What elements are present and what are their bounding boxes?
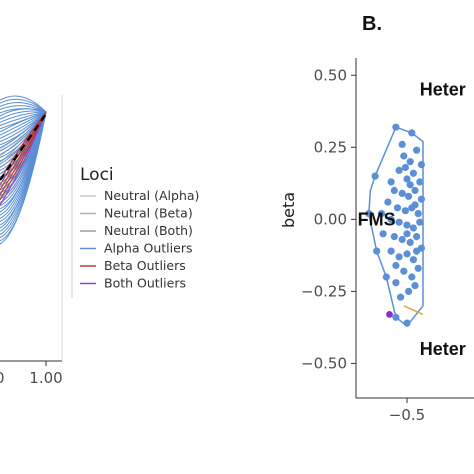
data-point [387,215,395,223]
data-point [403,319,411,327]
data-point [413,233,421,241]
data-point [401,163,409,172]
data-point [377,210,386,218]
scatter-plot [365,123,425,328]
data-point [411,282,419,290]
legend-label: Beta Outliers [104,258,186,273]
data-point [392,313,400,321]
legend-label: Neutral (Alpha) [104,188,199,203]
panel-a-x-tick-label-cut: 0 [0,369,5,387]
y-tick-label: 0.25 [314,138,347,156]
data-point [384,198,392,206]
data-point [398,235,406,244]
panel-a-reference-line [0,113,47,181]
data-point [411,201,419,209]
legend-label: Neutral (Both) [104,223,193,238]
x-axis-ticks: −0.5 [389,398,425,424]
data-point [403,175,411,183]
data-point [409,256,417,264]
data-point [413,247,421,255]
annotation-fms: FMS [358,209,396,229]
highlight-point [386,311,393,318]
data-point [414,210,422,218]
data-point [416,218,424,226]
annotation-heter-bottom: Heter [420,339,466,359]
data-point [416,178,424,186]
panel-a: 1.00 0 [0,95,63,387]
data-point [392,123,400,131]
panel-a-alpha-curve [0,111,47,136]
data-point [395,253,403,261]
data-point [392,279,400,287]
y-axis-title: beta [279,192,298,228]
panel-a-alpha-curve [0,102,47,113]
data-point [387,247,395,255]
panel-a-alpha-curve [0,110,47,120]
hull-segment-orange [403,305,424,316]
data-point [395,166,403,174]
panel-a-alpha-curve [0,111,47,133]
data-point [406,238,414,246]
annotation-heter-top: Heter [420,80,466,100]
y-tick-label: 0.50 [314,66,347,84]
panel-a-alpha-curve [0,111,47,123]
panel-b: B. beta 0.50 0.25 0.00 −0.25 −0.50 −0.5 Hete… [279,13,474,424]
data-point [371,172,379,180]
data-point [413,146,421,154]
data-point [403,230,411,238]
y-tick-label: 0.00 [314,210,347,228]
panel-a-both-curve [0,111,47,206]
data-point [400,267,408,275]
panel-a-alpha-curve [0,111,47,127]
data-point [373,247,381,255]
data-point [398,140,406,148]
panel-a-alpha-curve [0,108,47,117]
legend-label: Alpha Outliers [104,241,192,256]
data-point [408,273,416,281]
x-tick-label: −0.5 [389,406,425,424]
data-point [408,129,416,137]
data-point [390,233,398,241]
data-point [397,293,405,301]
data-point [365,210,373,218]
y-axis-ticks: 0.50 0.25 0.00 −0.25 −0.50 [301,66,356,372]
data-point [414,264,422,272]
data-point [393,204,402,212]
data-point [398,189,406,197]
panel-b-label: B. [362,13,382,35]
data-point [409,169,417,177]
y-tick-label: −0.50 [301,354,347,372]
panel-a-alpha-curve [0,111,47,245]
data-point [405,192,413,200]
data-point [406,158,414,166]
data-point [403,221,411,229]
data-point [417,161,425,169]
legend-label: Neutral (Beta) [104,206,193,221]
legend-items: Neutral (Alpha) Neutral (Beta) Neutral (Bo… [80,188,199,291]
data-point [409,224,417,232]
data-point [411,186,419,195]
data-point [401,207,409,215]
data-point [379,230,387,238]
legend-label: Both Outliers [104,276,186,291]
data-point [405,287,413,295]
data-point [387,178,395,186]
data-point [382,273,390,281]
legend-title: Loci [80,165,114,185]
legend: Loci Neutral (Alpha)Neutral (Beta)Neutra… [71,160,199,298]
y-tick-label: −0.25 [301,282,347,300]
panel-a-x-tick-label: 1.00 [29,369,62,387]
data-point [417,195,425,203]
data-point [390,186,398,195]
data-point [403,250,411,258]
data-point [392,261,400,270]
data-point [406,181,414,189]
panel-a-lines [0,95,47,245]
data-point [400,152,408,160]
data-point [395,218,403,226]
panel-a-alpha-curve [0,111,47,139]
